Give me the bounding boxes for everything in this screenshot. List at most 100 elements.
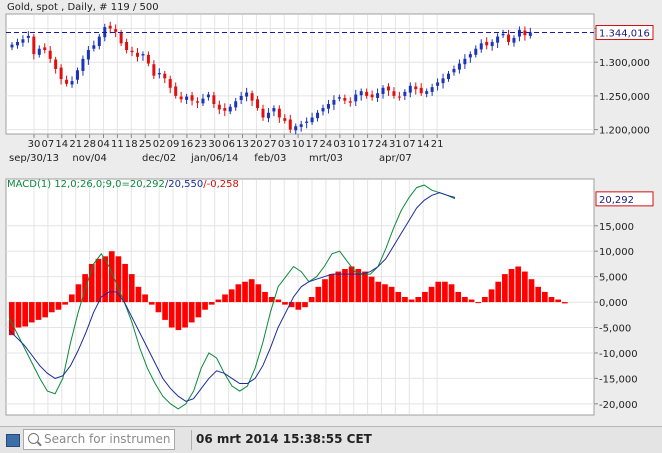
candle-body — [212, 95, 216, 105]
candle-body — [234, 101, 238, 108]
macd-y-label: -5,000 — [599, 324, 631, 335]
candle-body — [490, 41, 494, 47]
candle-body — [463, 58, 467, 65]
panel-toggle-icon[interactable] — [6, 434, 20, 447]
candle-body — [250, 93, 254, 101]
macd-histogram-bar — [402, 297, 408, 303]
macd-histogram-bar — [455, 291, 462, 303]
macd-histogram-bar — [195, 302, 202, 318]
candle-body — [447, 73, 451, 80]
macd-histogram-bar — [302, 302, 308, 308]
candle-body — [206, 94, 210, 98]
macd-histogram-bar — [348, 266, 355, 303]
candle-body — [266, 112, 270, 119]
x-tick-label: 09 — [167, 139, 180, 150]
candle-body — [370, 94, 374, 98]
macd-histogram-bar — [168, 302, 175, 328]
macd-histogram-bar — [88, 263, 95, 303]
macd-histogram-bar — [62, 302, 68, 305]
last-price-label: 1.344,016 — [599, 29, 650, 40]
candle-body — [43, 47, 47, 51]
candle-body — [21, 39, 25, 43]
candle-body — [348, 101, 352, 103]
macd-histogram-bar — [202, 302, 208, 310]
macd-histogram-bar — [68, 294, 75, 303]
x-tick-label: 16 — [181, 139, 194, 150]
candle-body — [86, 50, 90, 60]
macd-histogram-bar — [342, 269, 348, 303]
macd-y-label: -10,000 — [599, 349, 638, 360]
x-tick-label: 21 — [69, 139, 82, 150]
macd-histogram-bar — [9, 302, 15, 336]
chart-svg[interactable]: 30 07 14 21 28 04 11 18 25 02 09 16 23 30 06 13 20 27 03 10… — [0, 0, 662, 426]
macd-histogram-bar — [408, 299, 415, 303]
macd-histogram-bar — [108, 251, 115, 303]
status-bar: 06 mrt 2014 15:38:55 CET — [0, 426, 662, 453]
macd-histogram-bar — [235, 284, 242, 303]
candle-body — [272, 108, 276, 112]
last-price-box — [595, 25, 654, 41]
macd-y-label: 0,000 — [599, 298, 628, 309]
x-major-label: nov/04 — [72, 153, 106, 164]
candle-body — [135, 52, 139, 57]
macd-y-label: -20,000 — [599, 400, 638, 411]
candle-body — [343, 97, 347, 101]
macd-histogram-bar — [122, 263, 128, 303]
candle-body — [419, 87, 423, 94]
macd-histogram-bar — [435, 281, 442, 303]
macd-title-signal: /20,550 — [165, 179, 203, 190]
candle-body — [299, 124, 303, 127]
macd-histogram-bar — [162, 302, 168, 320]
x-major-label: apr/07 — [379, 153, 412, 164]
candle-body — [408, 85, 412, 93]
x-tick-label: 30 — [208, 139, 221, 150]
macd-histogram-bar — [562, 302, 568, 304]
x-tick-label: 10 — [292, 139, 305, 150]
macd-histogram-bar — [315, 286, 322, 303]
candle-body — [332, 99, 336, 105]
x-tick-label: 21 — [431, 139, 444, 150]
macd-histogram-bar — [322, 279, 328, 303]
search-icon — [28, 433, 39, 444]
macd-histogram-bar — [148, 302, 155, 305]
candle-body — [37, 48, 41, 55]
candle-body — [277, 108, 281, 118]
search-input[interactable] — [44, 431, 170, 446]
candle-body — [15, 41, 19, 46]
x-tick-label: 07 — [403, 139, 416, 150]
macd-histogram-bar — [368, 276, 375, 303]
candle-body — [92, 45, 96, 49]
candle-body — [179, 96, 183, 100]
candle-body — [479, 43, 483, 50]
candle-body — [485, 41, 489, 46]
x-tick-label: 03 — [278, 139, 291, 150]
x-tick-label: 28 — [83, 139, 96, 150]
x-tick-label: 10 — [347, 139, 360, 150]
macd-histogram-bar — [42, 302, 48, 318]
x-major-label: sep/30/13 — [9, 153, 59, 164]
macd-histogram-bar — [428, 286, 435, 303]
price-panel[interactable] — [5, 13, 595, 135]
macd-histogram-bar — [22, 302, 28, 327]
candle-body — [75, 70, 79, 80]
macd-y-label: 5,000 — [599, 273, 628, 284]
macd-histogram-bar — [422, 291, 428, 303]
macd-histogram-bar — [208, 302, 215, 305]
candle-body — [414, 86, 418, 90]
x-tick-label: 20 — [250, 139, 263, 150]
macd-histogram-bar — [155, 302, 162, 313]
candle-body — [326, 104, 330, 109]
candle-body — [354, 94, 358, 102]
candle-body — [141, 54, 145, 56]
x-tick-label: 17 — [306, 139, 319, 150]
search-box[interactable] — [23, 429, 175, 450]
candle-body — [119, 32, 123, 44]
macd-histogram-bar — [415, 297, 422, 303]
candle-body — [457, 63, 461, 70]
candle-body — [239, 95, 243, 100]
candle-body — [130, 50, 134, 53]
x-tick-label: 14 — [417, 139, 430, 150]
candle-body — [81, 58, 85, 71]
macd-histogram-bar — [382, 284, 388, 303]
candle-body — [65, 79, 69, 84]
